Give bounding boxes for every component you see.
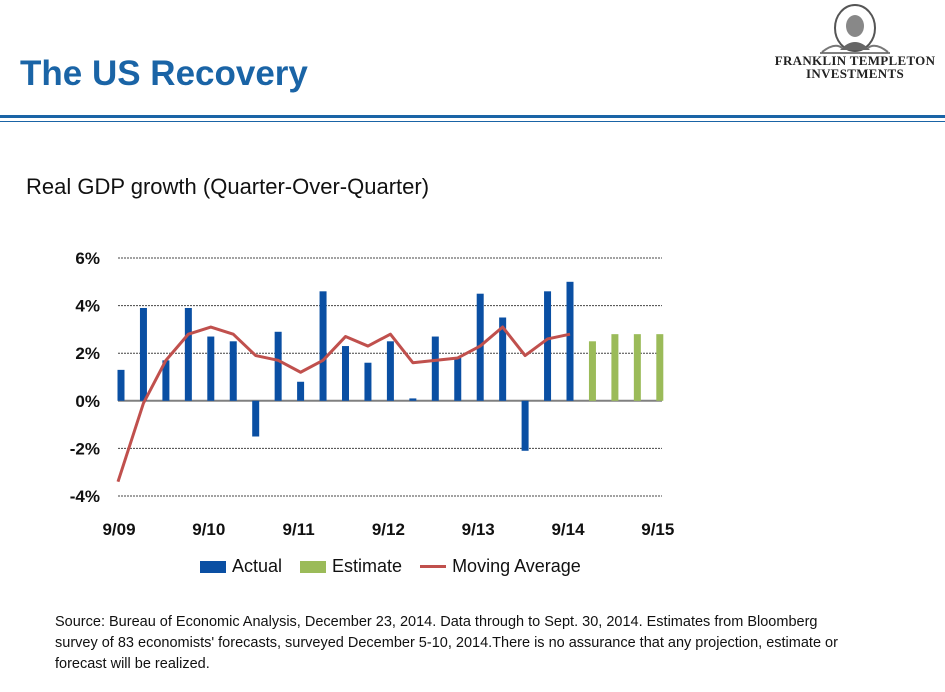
actual-bar [229, 341, 237, 401]
x-tick-label: 9/13 [462, 520, 495, 539]
y-tick-label: 6% [75, 249, 100, 268]
header-divider-thin [0, 121, 945, 122]
actual-bar [499, 317, 507, 401]
franklin-templeton-logo: FRANKLIN TEMPLETON INVESTMENTS [770, 4, 940, 80]
actual-bar [252, 400, 260, 437]
legend-label: Actual [232, 556, 283, 576]
actual-bar [162, 360, 170, 401]
y-tick-label: -4% [70, 487, 100, 506]
actual-bar [431, 336, 439, 401]
y-tick-label: -2% [70, 439, 100, 458]
y-tick-label: 2% [75, 344, 100, 363]
source-note: Source: Bureau of Economic Analysis, Dec… [55, 614, 838, 672]
actual-bar [297, 381, 305, 401]
actual-bar [566, 281, 574, 401]
actual-bar [342, 346, 349, 401]
actual-bar [454, 357, 462, 401]
legend-moving-average: Moving Average [420, 556, 581, 577]
actual-bar [521, 400, 529, 451]
actual-bar [544, 291, 552, 401]
x-tick-label: 9/10 [192, 520, 225, 539]
actual-bar [409, 398, 417, 401]
actual-bar [184, 307, 192, 401]
x-tick-label: 9/15 [641, 520, 674, 539]
actual-bar [364, 362, 372, 401]
legend-swatch-estimate [300, 560, 327, 573]
chart-legend: Actual Estimate Moving Average [200, 556, 581, 577]
x-tick-label: 9/14 [551, 520, 585, 539]
header-divider [0, 115, 945, 118]
legend-estimate: Estimate [300, 556, 402, 577]
actual-bar [207, 336, 215, 401]
chart-title: Real GDP growth (Quarter-Over-Quarter) [26, 174, 430, 199]
actual-bar [319, 291, 327, 401]
legend-swatch-moving-average [420, 565, 447, 568]
estimate-bar [633, 334, 641, 401]
legend-actual: Actual [200, 556, 282, 577]
legend-label: Moving Average [452, 556, 581, 576]
actual-bar [139, 307, 147, 401]
actual-bar [386, 341, 394, 401]
logo-line-1: FRANKLIN TEMPLETON [774, 53, 936, 68]
actual-bar [274, 331, 282, 401]
estimate-bar [656, 334, 664, 401]
page-title: The US Recovery [20, 54, 308, 93]
logo-line-2: INVESTMENTS [806, 66, 904, 81]
legend-label: Estimate [332, 556, 403, 576]
x-tick-label: 9/12 [372, 520, 405, 539]
x-tick-label: 9/09 [102, 520, 135, 539]
portrait-icon [820, 4, 890, 54]
legend-swatch-actual [200, 560, 226, 573]
x-tick-label: 9/11 [283, 520, 315, 539]
y-tick-label: 0% [75, 392, 100, 411]
actual-bar [117, 369, 125, 401]
estimate-bar [611, 334, 619, 401]
estimate-bar [588, 341, 596, 401]
y-tick-label: 4% [75, 297, 100, 316]
